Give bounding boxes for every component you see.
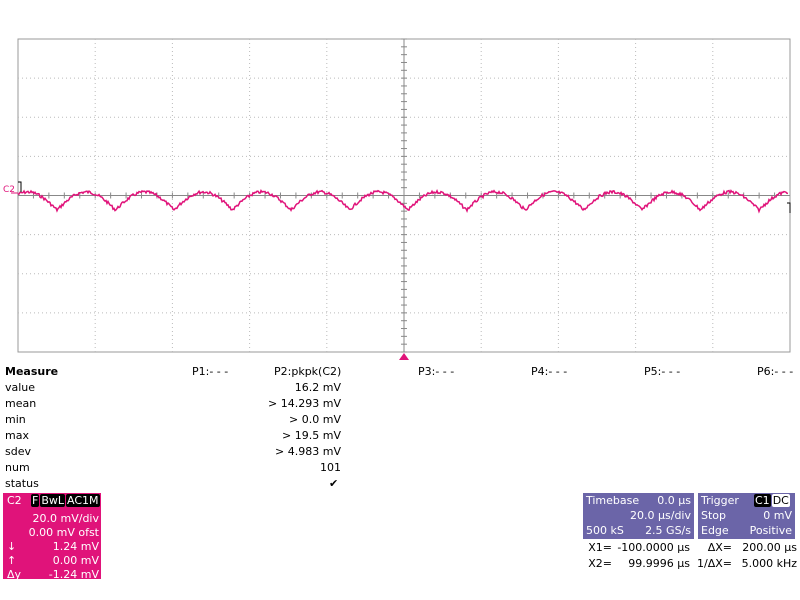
measure-header: P6:- - - xyxy=(757,365,794,378)
trigger-box: Trigger C1 DC Stop 0 mV Edge Positive xyxy=(698,493,795,539)
measure-header: P5:- - - xyxy=(644,365,681,378)
channel-box: C2 F BwL AC1M 20.0 mV/div 0.00 mV ofst ↓ 1.24… xyxy=(3,493,101,581)
channel-line-value: 1.24 mV xyxy=(52,540,99,553)
timebase-title: Timebase xyxy=(586,494,640,507)
cursor-label: ΔX= xyxy=(707,541,732,554)
channel-tag: F xyxy=(31,494,40,507)
measure-label: mean xyxy=(5,397,37,410)
cursor-label: X1= xyxy=(588,541,612,554)
channel-marker: C2 xyxy=(3,185,15,195)
trigger-level: 0 mV xyxy=(763,509,792,522)
cursor-value: 99.9996 µs xyxy=(628,557,690,570)
timebase-rate: 2.5 GS/s xyxy=(645,524,691,537)
measure-value: > 19.5 mV xyxy=(282,429,341,442)
timebase-samples: 500 kS xyxy=(586,524,624,537)
measure-label: status xyxy=(5,477,39,490)
channel-line-value: -1.24 mV xyxy=(48,568,99,581)
timebase-delay: 0.0 µs xyxy=(657,494,691,507)
measure-header: P4:- - - xyxy=(531,365,568,378)
measure-header: P1:- - - xyxy=(192,365,229,378)
waveform xyxy=(17,188,789,214)
channel-line-label: Δy xyxy=(7,568,22,581)
trigger-type: Edge xyxy=(701,524,729,537)
trace-ends xyxy=(18,181,791,213)
channel-tag: AC1M xyxy=(66,494,100,507)
measure-label: num xyxy=(5,461,30,474)
cursor-value: -100.0000 µs xyxy=(617,541,690,554)
channel-line-value: 20.0 mV/div xyxy=(32,512,99,525)
channel-line-value: 0.00 mV ofst xyxy=(28,526,99,539)
measure-value: > 4.983 mV xyxy=(275,445,341,458)
channel-line-label: ↑ xyxy=(7,554,17,567)
measure-value: 16.2 mV xyxy=(294,381,341,394)
trigger-slope: Positive xyxy=(749,524,792,537)
trigger-coupling: DC xyxy=(771,494,790,507)
channel-tag: BwL xyxy=(40,494,65,507)
measure-label: value xyxy=(5,381,36,394)
channel-tags: F BwL AC1M xyxy=(31,494,101,507)
measure-value: > 14.293 mV xyxy=(268,397,341,410)
measure-label: min xyxy=(5,413,26,426)
trigger-tags: C1 DC xyxy=(754,494,790,507)
measure-label: max xyxy=(5,429,29,442)
measure-header: P3:- - - xyxy=(418,365,455,378)
measure-header: Measure xyxy=(5,365,59,378)
channel-line-label: ↓ xyxy=(7,540,17,553)
trigger-mode: Stop xyxy=(701,509,727,522)
measure-label: sdev xyxy=(5,445,31,458)
cursor-value: 5.000 kHz xyxy=(741,557,797,570)
timebase-scale: 20.0 µs/div xyxy=(630,509,691,522)
cursor-label: X2= xyxy=(588,557,612,570)
trigger-source: C1 xyxy=(754,494,771,507)
measure-value: > 0.0 mV xyxy=(289,413,341,426)
status-check: ✔ xyxy=(329,477,339,490)
graticule: C2 xyxy=(3,38,791,360)
cursor-label: 1/ΔX= xyxy=(697,557,732,570)
trigger-title: Trigger xyxy=(701,494,739,507)
timebase-box: Timebase 0.0 µs 20.0 µs/div 500 kS 2.5 G… xyxy=(583,493,694,539)
measure-header: P2:pkpk(C2) xyxy=(274,365,342,378)
cursor-value: 200.00 µs xyxy=(742,541,797,554)
measure-value: 101 xyxy=(320,461,341,474)
channel-line-value: 0.00 mV xyxy=(52,554,99,567)
channel-name: C2 xyxy=(7,494,22,507)
trigger-marker xyxy=(399,353,409,360)
